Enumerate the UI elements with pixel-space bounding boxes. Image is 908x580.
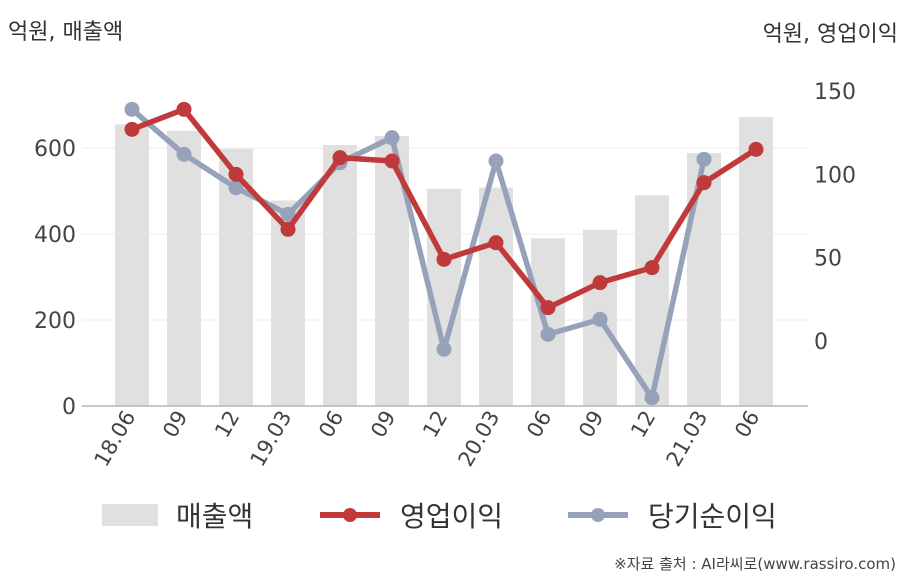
net-income-line	[130, 107, 707, 401]
legend-label-sales: 매출액	[176, 500, 254, 533]
operating-profit-point	[436, 251, 452, 267]
x-tick-label: 12	[210, 407, 244, 442]
legend-item-operating-profit: 영업이익	[318, 490, 503, 540]
net-income-point	[540, 326, 556, 342]
legend-swatch-net-income	[568, 508, 628, 522]
legend-item-net-income: 당기순이익	[566, 490, 777, 540]
x-tick-label: 06	[730, 407, 764, 442]
sales-bar	[687, 153, 721, 406]
operating-profit-point	[228, 166, 244, 182]
x-tick-label: 06	[314, 407, 348, 442]
right-tick-label: 0	[814, 330, 828, 355]
left-tick-label: 200	[34, 309, 76, 334]
left-tick-label: 400	[34, 223, 76, 248]
operating-profit-point	[540, 300, 556, 316]
x-tick-label: 09	[158, 407, 192, 442]
net-income-point	[384, 130, 400, 146]
operating-profit-point	[280, 221, 296, 237]
left-axis-ticks: 0 200 400 600	[34, 137, 76, 420]
legend-item-sales: 매출액	[102, 490, 253, 540]
x-tick-label: 06	[522, 407, 556, 442]
legend-label-net-income: 당기순이익	[648, 500, 777, 533]
right-tick-label: 100	[814, 163, 856, 188]
net-income-point	[280, 206, 296, 222]
operating-profit-point	[696, 175, 712, 191]
sales-bar	[479, 187, 513, 406]
net-income-point	[228, 180, 244, 196]
legend-swatch-sales	[102, 504, 158, 526]
operating-profit-point	[592, 275, 608, 291]
sales-bar	[635, 195, 669, 406]
net-income-point	[436, 341, 452, 357]
net-income-point	[644, 390, 660, 406]
left-axis-unit-label: 억원, 매출액	[8, 20, 124, 45]
x-tick-label: 09	[366, 407, 400, 442]
right-axis-ticks: 0 50 100 150	[814, 80, 856, 355]
x-axis-ticks: 18.06 09 12 19.03 06 09 12 20.03 06 09 12 21.03 06	[89, 407, 764, 471]
sales-bar	[739, 117, 773, 406]
operating-profit-point	[332, 150, 348, 166]
legend: 매출액 영업이익 당기순이익	[0, 490, 908, 540]
x-tick-label: 21.03	[661, 407, 712, 471]
operating-profit-point	[644, 260, 660, 276]
operating-profit-point	[748, 141, 764, 157]
net-income-point	[176, 146, 192, 162]
x-tick-label: 12	[418, 407, 452, 442]
operating-profit-point	[488, 235, 504, 251]
left-tick-label: 600	[34, 137, 76, 162]
net-income-point	[592, 311, 608, 327]
sales-bar	[531, 238, 565, 406]
line-series	[124, 101, 764, 406]
x-tick-label: 12	[626, 407, 660, 442]
left-tick-label: 0	[62, 395, 76, 420]
sales-bar	[115, 124, 149, 406]
operating-profit-point	[176, 101, 192, 117]
operating-profit-point	[124, 121, 140, 137]
right-axis-unit-label: 억원, 영업이익	[762, 22, 898, 47]
legend-label-operating-profit: 영업이익	[400, 500, 504, 533]
net-income-point	[488, 153, 504, 169]
right-tick-label: 150	[814, 80, 856, 105]
net-income-point	[696, 151, 712, 167]
legend-swatch-operating-profit	[320, 508, 380, 522]
sales-bar	[167, 130, 201, 407]
x-tick-label: 09	[574, 407, 608, 442]
operating-profit-point	[384, 153, 400, 169]
x-tick-label: 19.03	[245, 407, 296, 471]
right-tick-label: 50	[814, 247, 842, 272]
net-income-point	[124, 101, 140, 117]
x-tick-label: 20.03	[453, 407, 504, 471]
source-text: ※자료 출처 : AI라씨로(www.rassiro.com)	[614, 555, 896, 573]
x-tick-label: 18.06	[89, 407, 140, 471]
sales-bar	[323, 144, 357, 407]
